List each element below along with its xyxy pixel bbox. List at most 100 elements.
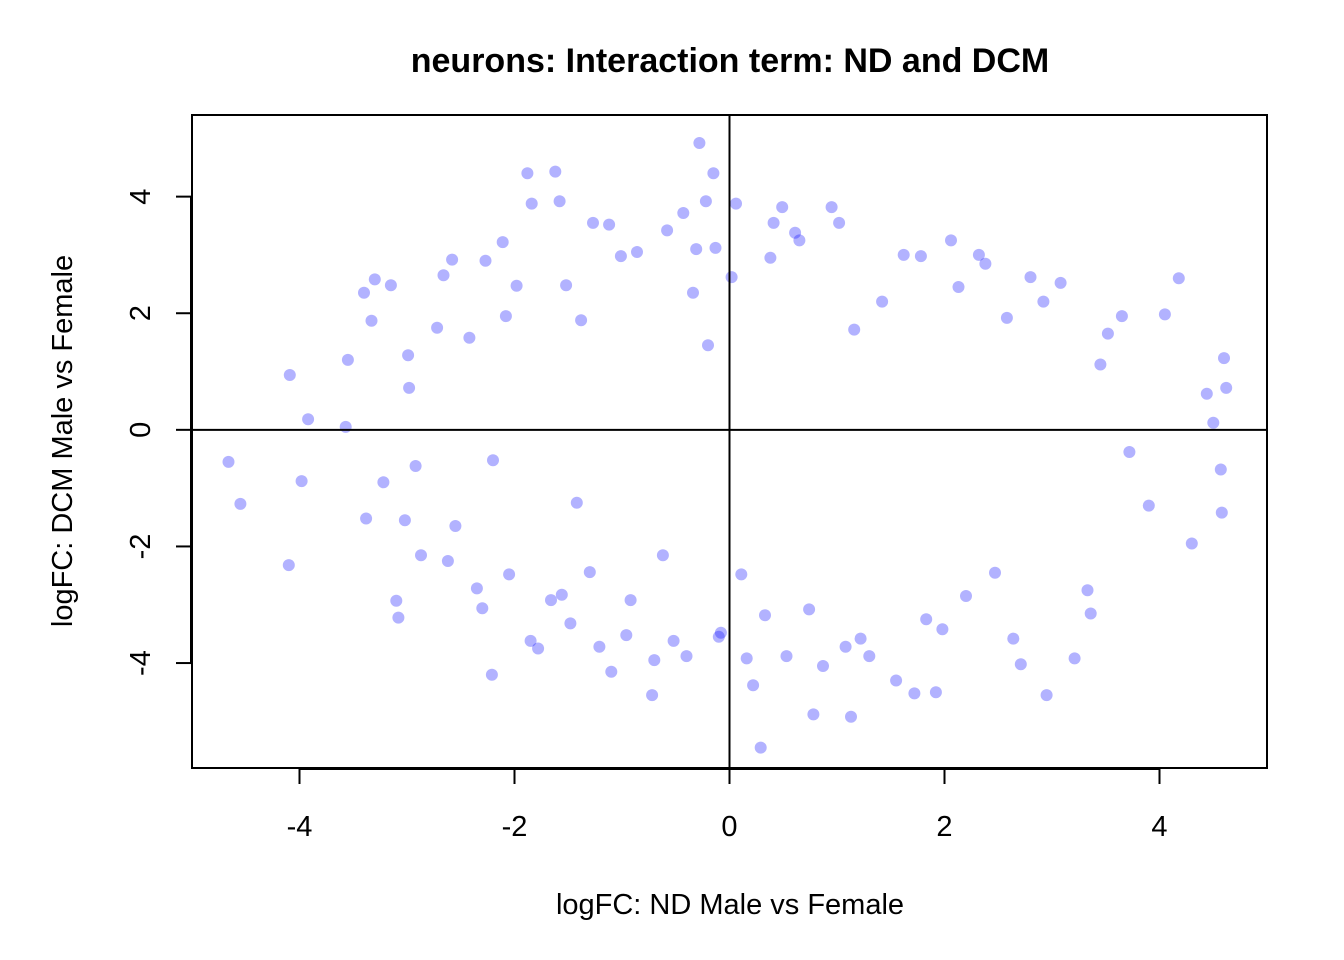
data-point: [390, 594, 403, 607]
data-point: [979, 257, 992, 270]
data-point: [295, 475, 308, 488]
data-point: [415, 549, 427, 562]
x-tick-label: -2: [502, 811, 528, 843]
data-point: [470, 582, 483, 595]
data-point: [740, 652, 753, 665]
data-point: [487, 454, 499, 467]
x-tick-label: 2: [936, 811, 952, 843]
data-point: [876, 295, 889, 308]
y-axis: -4 -2 0 2 4: [125, 189, 192, 676]
y-tick-label: 4: [125, 189, 157, 205]
data-point: [446, 253, 459, 266]
data-point: [1007, 632, 1020, 645]
data-point: [549, 165, 562, 178]
data-point: [730, 197, 742, 210]
data-point: [920, 613, 933, 626]
data-point: [845, 710, 857, 723]
data-point: [339, 420, 352, 433]
data-point: [437, 269, 450, 282]
data-point: [476, 602, 489, 615]
data-point: [712, 630, 725, 643]
data-point: [793, 234, 806, 247]
data-point: [402, 349, 415, 362]
data-point: [222, 455, 235, 468]
data-point: [587, 216, 599, 229]
data-point: [1215, 506, 1228, 519]
data-point: [605, 665, 618, 678]
data-point: [403, 381, 416, 394]
data-point: [914, 250, 927, 263]
data-point: [789, 226, 802, 239]
data-point: [1185, 537, 1198, 550]
data-point: [392, 611, 405, 624]
data-point: [1084, 607, 1097, 620]
data-point: [564, 617, 577, 630]
data-point: [1142, 499, 1155, 512]
data-point: [570, 496, 583, 509]
data-point: [1200, 387, 1213, 400]
data-point: [714, 626, 727, 639]
data-point: [854, 632, 867, 645]
data-point: [1101, 327, 1114, 340]
data-point: [341, 353, 354, 366]
data-point: [667, 634, 680, 647]
x-axis-label: logFC: ND Male vs Female: [556, 889, 904, 921]
data-point: [1037, 295, 1050, 308]
data-point: [1115, 310, 1128, 323]
data-point: [989, 566, 1001, 579]
data-point: [1218, 352, 1230, 365]
data-point: [524, 634, 537, 647]
data-point: [620, 629, 633, 642]
chart-title: neurons: Interaction term: ND and DCM: [411, 42, 1049, 80]
data-point: [575, 314, 588, 327]
x-tick-label: 0: [721, 811, 737, 843]
data-point: [368, 273, 381, 286]
data-point: [614, 250, 627, 263]
data-point: [960, 590, 972, 602]
data-point: [707, 167, 720, 180]
data-point: [848, 323, 861, 336]
data-point: [560, 279, 573, 292]
data-point: [431, 321, 444, 334]
y-axis-label: logFC: DCM Male vs Female: [47, 255, 79, 627]
data-point: [709, 241, 722, 254]
x-tick-label: 4: [1151, 811, 1167, 843]
data-point: [499, 310, 512, 323]
data-point: [1054, 276, 1067, 289]
data-point: [1123, 446, 1136, 458]
data-point: [690, 243, 703, 256]
data-point: [234, 497, 247, 510]
data-point: [833, 216, 846, 229]
data-point: [677, 207, 690, 219]
data-point: [908, 687, 921, 700]
data-point: [735, 568, 748, 581]
data-point: [631, 246, 643, 258]
data-point: [624, 594, 637, 607]
data-point: [803, 603, 816, 616]
y-tick-label: 0: [125, 422, 157, 438]
data-point: [764, 251, 777, 264]
data-point: [807, 708, 820, 721]
x-axis: -4 -2 0 2 4: [287, 768, 1168, 843]
data-point: [839, 640, 852, 653]
data-point: [521, 167, 534, 180]
data-point: [661, 224, 674, 237]
data-point: [485, 668, 498, 681]
data-point: [479, 254, 492, 267]
data-point: [929, 686, 942, 699]
data-point: [1068, 652, 1081, 665]
y-tick-label: -2: [125, 534, 157, 560]
data-point: [1040, 689, 1053, 702]
data-point: [409, 460, 422, 472]
x-tick-label: -4: [287, 811, 313, 843]
data-point: [360, 512, 373, 525]
data-point: [449, 520, 462, 532]
data-point: [496, 236, 509, 249]
data-point: [384, 279, 397, 292]
data-point: [936, 623, 949, 636]
data-point: [780, 650, 793, 663]
data-point: [1214, 463, 1227, 476]
data-point: [863, 650, 876, 663]
data-point: [377, 476, 390, 489]
